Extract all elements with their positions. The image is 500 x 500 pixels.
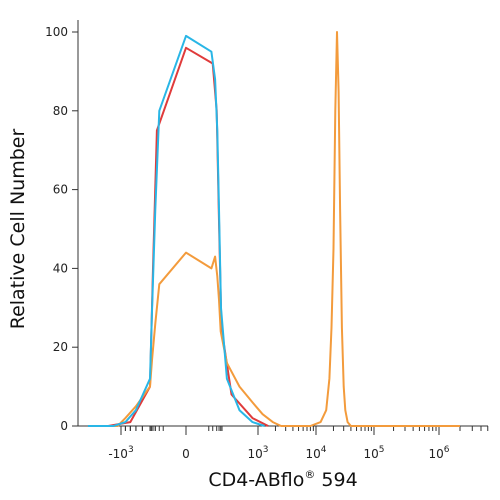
x-tick-label: 104 <box>305 445 326 461</box>
y-tick-label: 40 <box>53 261 68 275</box>
x-tick-label: 103 <box>247 445 268 461</box>
y-axis-title: Relative Cell Number <box>7 129 29 330</box>
series-line-1 <box>88 31 460 427</box>
y-tick-label: 60 <box>53 183 68 197</box>
x-tick-label: -103 <box>108 445 133 461</box>
x-tick-label: 105 <box>363 445 384 461</box>
x-axis-title: CD4-ABflo® 594 <box>208 468 357 491</box>
series-line-0 <box>108 46 269 427</box>
y-tick-label: 100 <box>45 25 68 39</box>
y-tick-label: 80 <box>53 104 68 118</box>
y-tick-label: 0 <box>60 419 68 433</box>
series-layer <box>88 31 460 427</box>
axes <box>72 20 489 435</box>
x-tick-label: 0 <box>182 447 190 461</box>
y-tick-label: 20 <box>53 340 68 354</box>
series-line-2 <box>88 34 265 427</box>
x-tick-label: 106 <box>428 445 449 461</box>
axis-labels: 0 20 40 60 80 100 -103 0 103 104 105 106 CD4-ABflo® … <box>7 25 450 491</box>
